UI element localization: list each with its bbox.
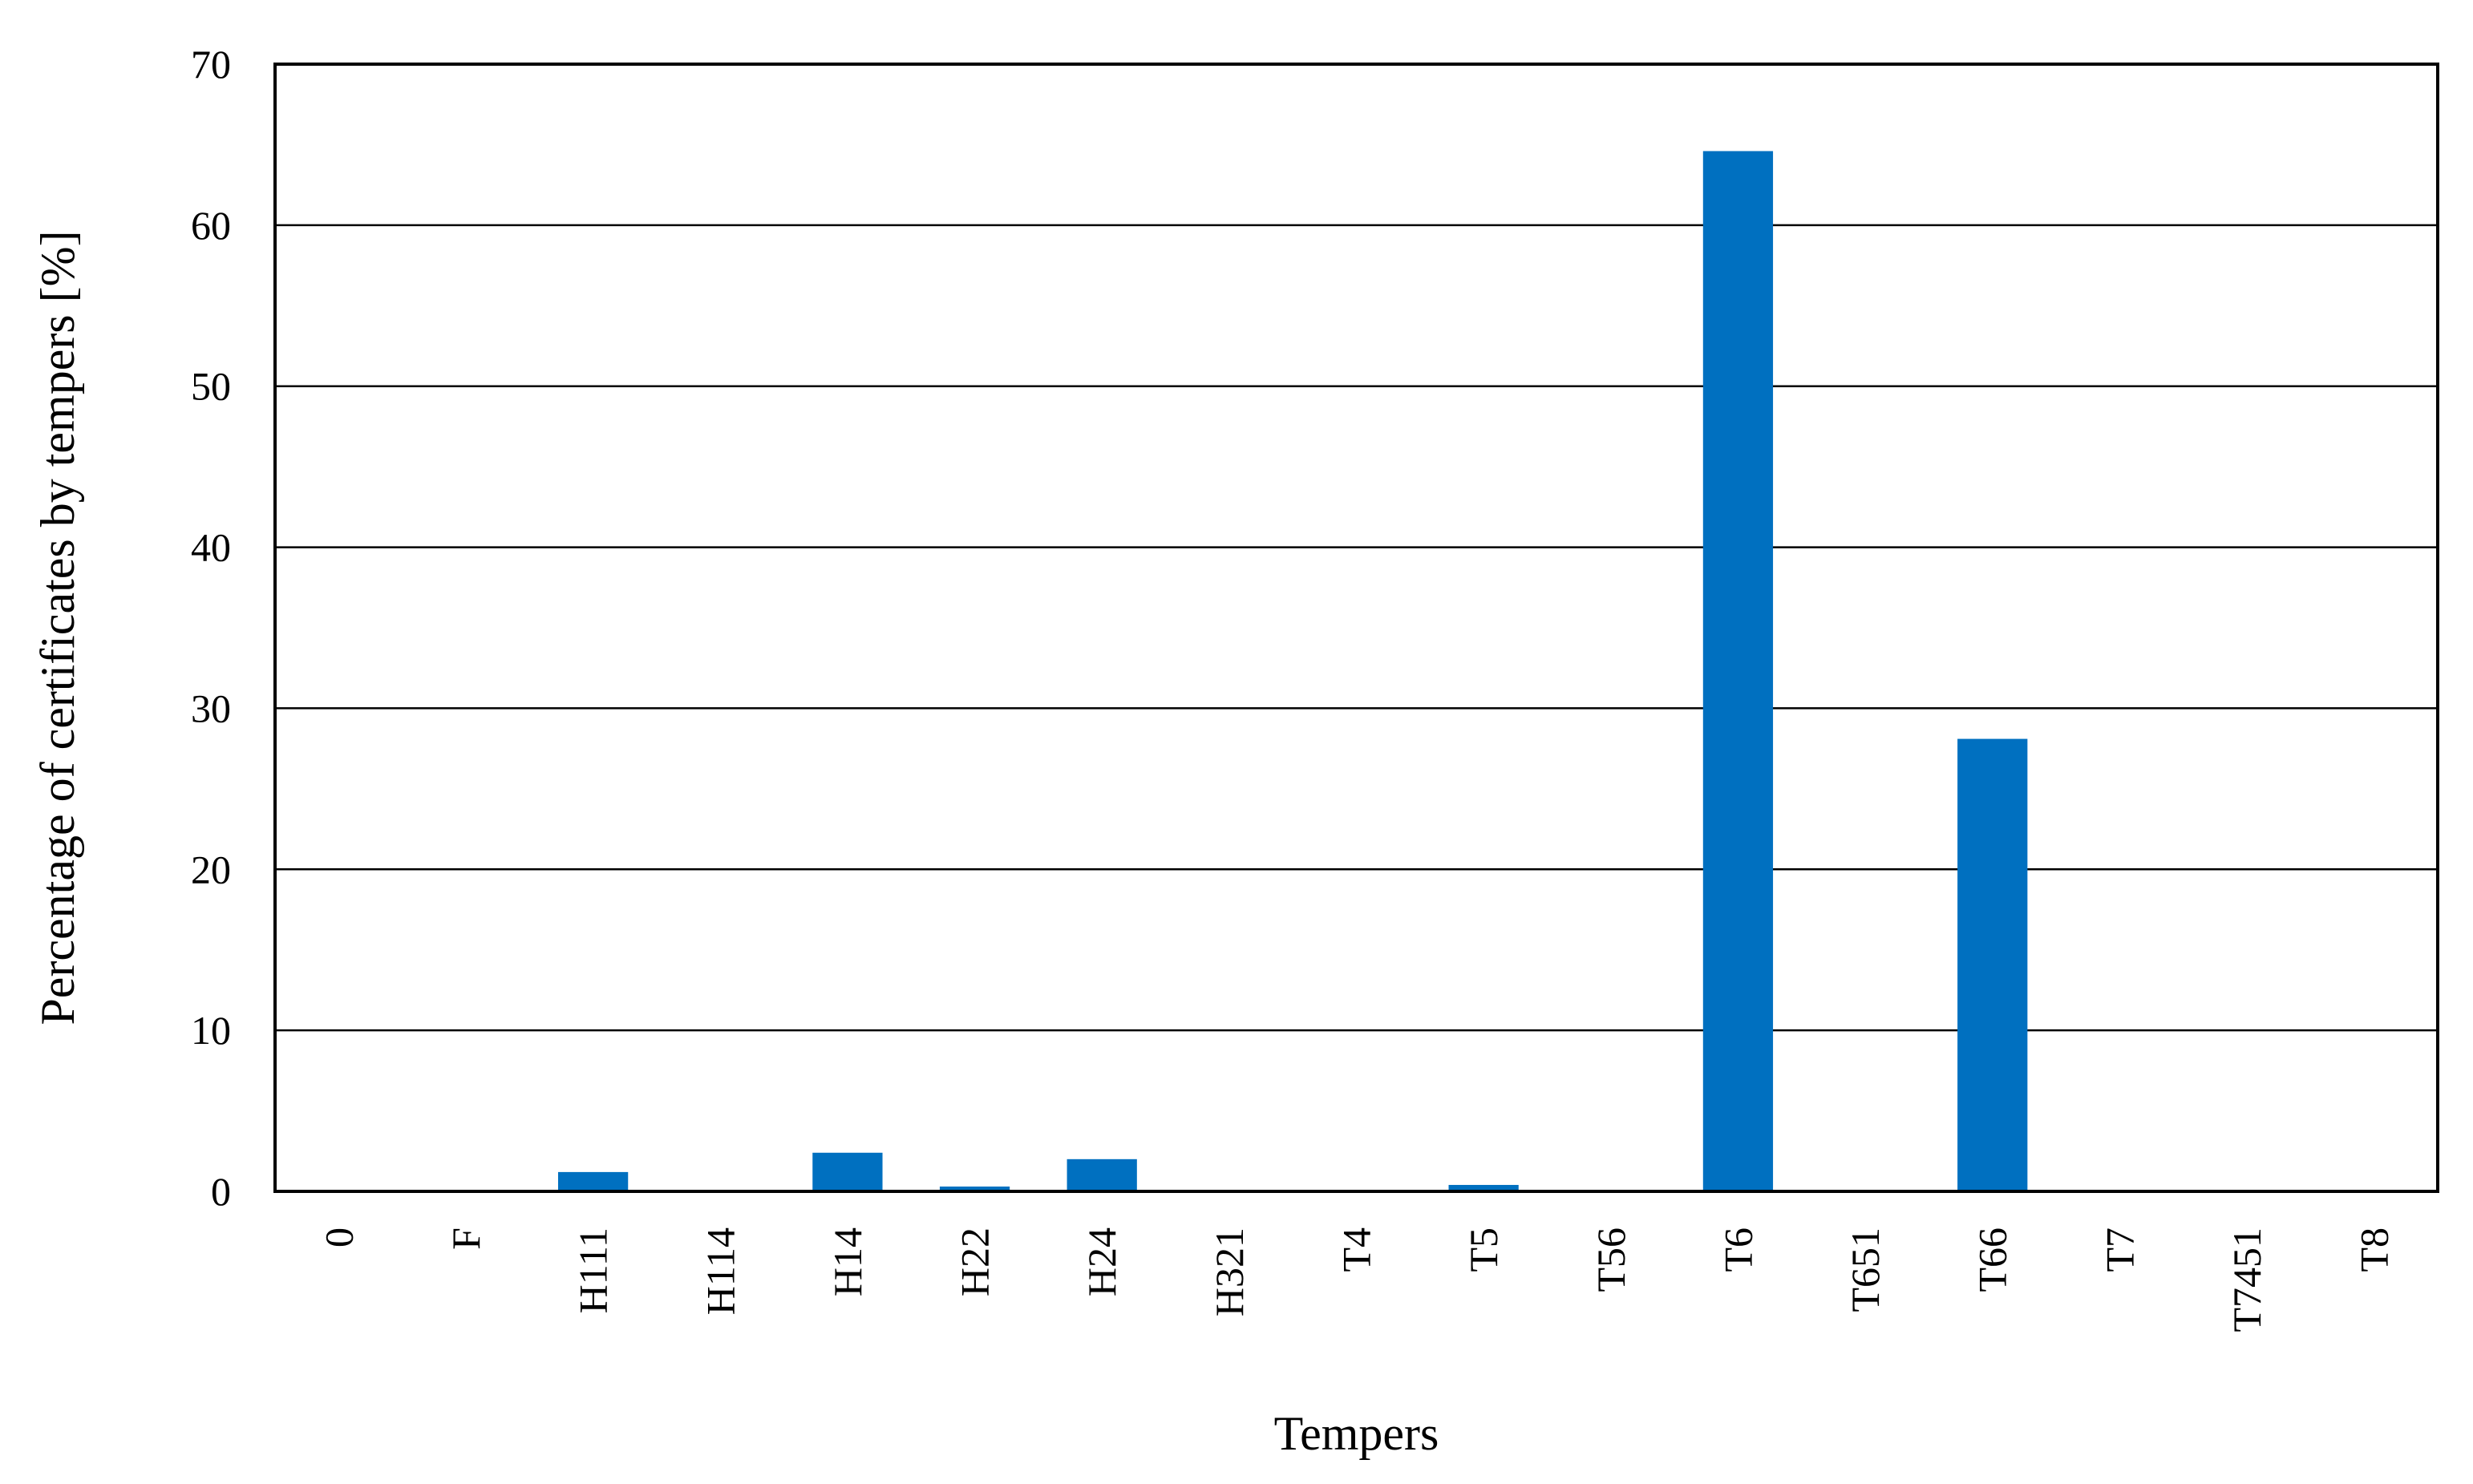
y-axis-title: Percentage of certificates by tempers [%… bbox=[31, 230, 84, 1025]
x-axis-ticks: 0 F H111 H114 H14 H22 H24 H321 T4 T5 T56 T6 T651 T66 T… bbox=[316, 1227, 2396, 1332]
y-tick-label: 10 bbox=[191, 1008, 231, 1053]
plot-area-frame bbox=[273, 63, 2439, 1193]
x-tick-label: T5 bbox=[1461, 1227, 1506, 1272]
x-tick-label: H114 bbox=[698, 1227, 743, 1315]
bar-h22 bbox=[939, 1186, 1010, 1191]
x-tick-label: H321 bbox=[1207, 1227, 1252, 1316]
y-tick-label: 40 bbox=[191, 525, 231, 570]
x-tick-label: T7 bbox=[2097, 1227, 2142, 1272]
x-tick-label: H22 bbox=[953, 1227, 998, 1296]
x-tick-label: T66 bbox=[1970, 1227, 2015, 1292]
x-tick-label: 0 bbox=[316, 1227, 361, 1247]
bar-h111 bbox=[557, 1171, 629, 1191]
x-tick-label: T7451 bbox=[2224, 1227, 2269, 1332]
x-tick-label: H24 bbox=[1079, 1227, 1124, 1296]
bar-h14 bbox=[812, 1152, 883, 1191]
bars bbox=[557, 151, 2028, 1191]
x-axis-title: Tempers bbox=[1274, 1407, 1439, 1460]
bar-t6 bbox=[1702, 151, 1774, 1191]
x-tick-label: H111 bbox=[571, 1227, 616, 1313]
bar-h24 bbox=[1067, 1158, 1137, 1191]
bar-t66 bbox=[1957, 738, 2028, 1191]
gridlines bbox=[275, 224, 2438, 1032]
x-tick-label: T8 bbox=[2352, 1227, 2397, 1272]
y-axis-ticks: 0 10 20 30 40 50 60 70 bbox=[191, 42, 231, 1214]
x-tick-label: T651 bbox=[1843, 1227, 1888, 1312]
y-tick-label: 50 bbox=[191, 364, 231, 409]
y-tick-label: 60 bbox=[191, 203, 231, 248]
x-tick-label: F bbox=[443, 1227, 488, 1250]
x-tick-label: H14 bbox=[825, 1227, 870, 1296]
y-tick-label: 20 bbox=[191, 847, 231, 892]
y-tick-label: 70 bbox=[191, 42, 231, 87]
bar-t5 bbox=[1448, 1184, 1519, 1191]
x-tick-label: T4 bbox=[1334, 1227, 1379, 1272]
x-tick-label: T56 bbox=[1589, 1227, 1633, 1292]
y-tick-label: 0 bbox=[211, 1169, 231, 1214]
y-tick-label: 30 bbox=[191, 685, 231, 730]
x-tick-label: T6 bbox=[1715, 1227, 1760, 1272]
